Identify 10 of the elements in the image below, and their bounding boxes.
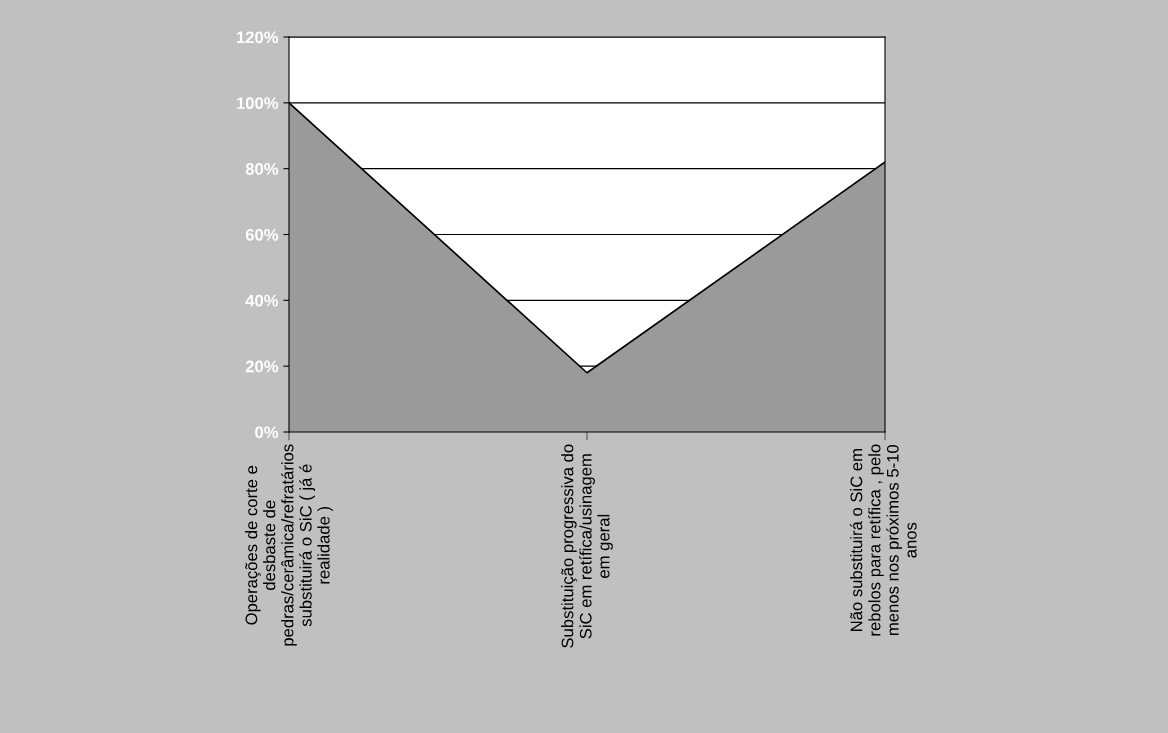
x-tick-label: Substituição progressiva do SiC em retífica/usinagem em geral (561, 444, 613, 648)
y-tick-label: 20% (245, 360, 279, 373)
y-tick-label: 40% (245, 294, 279, 307)
x-tick-label: Não substituirá o SiC em rebolos para retífica , pelo menos nos próximos 5-10 anos (849, 444, 917, 636)
y-tick-label: 100% (237, 97, 279, 110)
x-tick-label: Operações de corte e desbaste de pedras/cerâmica/refratários substituirá o SiC ( já é realidade ) (245, 444, 333, 646)
y-tick-label: 60% (245, 228, 279, 241)
y-tick-label: 120% (237, 31, 279, 44)
y-tick-label: 80% (245, 163, 279, 175)
y-tick-label: 0% (255, 426, 279, 439)
